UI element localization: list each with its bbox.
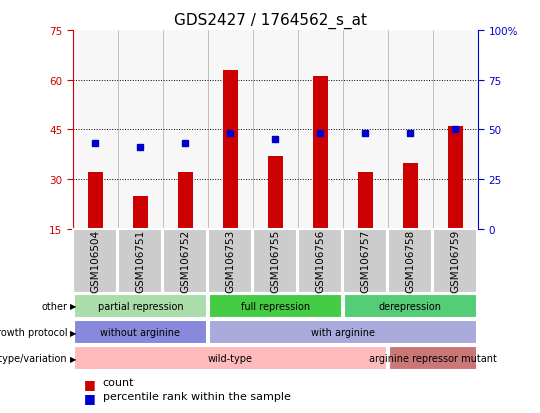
- Text: GSM106751: GSM106751: [136, 230, 145, 293]
- Text: GSM106758: GSM106758: [406, 230, 415, 293]
- Bar: [87, 173, 103, 229]
- Bar: [178, 173, 193, 229]
- Text: count: count: [103, 377, 134, 387]
- Bar: [253, 31, 298, 229]
- Text: GSM106757: GSM106757: [360, 230, 370, 293]
- Text: percentile rank within the sample: percentile rank within the sample: [103, 391, 291, 401]
- Text: wild-type: wild-type: [208, 353, 253, 363]
- Bar: [448, 127, 463, 229]
- Bar: [222, 71, 238, 229]
- Text: GSM106753: GSM106753: [225, 230, 235, 293]
- Text: GDS2427 / 1764562_s_at: GDS2427 / 1764562_s_at: [173, 13, 367, 29]
- Text: without arginine: without arginine: [100, 327, 180, 337]
- Bar: [298, 31, 343, 229]
- Bar: [388, 31, 433, 229]
- Text: ■: ■: [84, 377, 96, 390]
- Bar: [208, 31, 253, 229]
- Text: GSM106759: GSM106759: [450, 230, 461, 293]
- Text: with arginine: with arginine: [311, 327, 375, 337]
- Bar: [132, 196, 149, 229]
- Text: GSM106756: GSM106756: [315, 230, 326, 293]
- Bar: [402, 163, 418, 229]
- Text: arginine repressor mutant: arginine repressor mutant: [369, 353, 497, 363]
- Text: genotype/variation: genotype/variation: [0, 353, 68, 363]
- Bar: [118, 31, 163, 229]
- Bar: [163, 31, 208, 229]
- Text: GSM106755: GSM106755: [271, 230, 280, 293]
- Text: ■: ■: [84, 391, 96, 404]
- Bar: [73, 31, 118, 229]
- Text: GSM106752: GSM106752: [180, 230, 191, 293]
- Text: GSM106504: GSM106504: [90, 230, 100, 293]
- Text: partial repression: partial repression: [98, 301, 183, 311]
- Text: ▶: ▶: [70, 328, 77, 337]
- Text: ▶: ▶: [70, 302, 77, 311]
- Bar: [357, 173, 373, 229]
- Text: other: other: [42, 301, 68, 311]
- Text: derepression: derepression: [379, 301, 442, 311]
- Bar: [313, 77, 328, 229]
- Text: full repression: full repression: [241, 301, 310, 311]
- Text: growth protocol: growth protocol: [0, 327, 68, 337]
- Bar: [267, 157, 284, 229]
- Text: ▶: ▶: [70, 354, 77, 363]
- Bar: [433, 31, 478, 229]
- Bar: [343, 31, 388, 229]
